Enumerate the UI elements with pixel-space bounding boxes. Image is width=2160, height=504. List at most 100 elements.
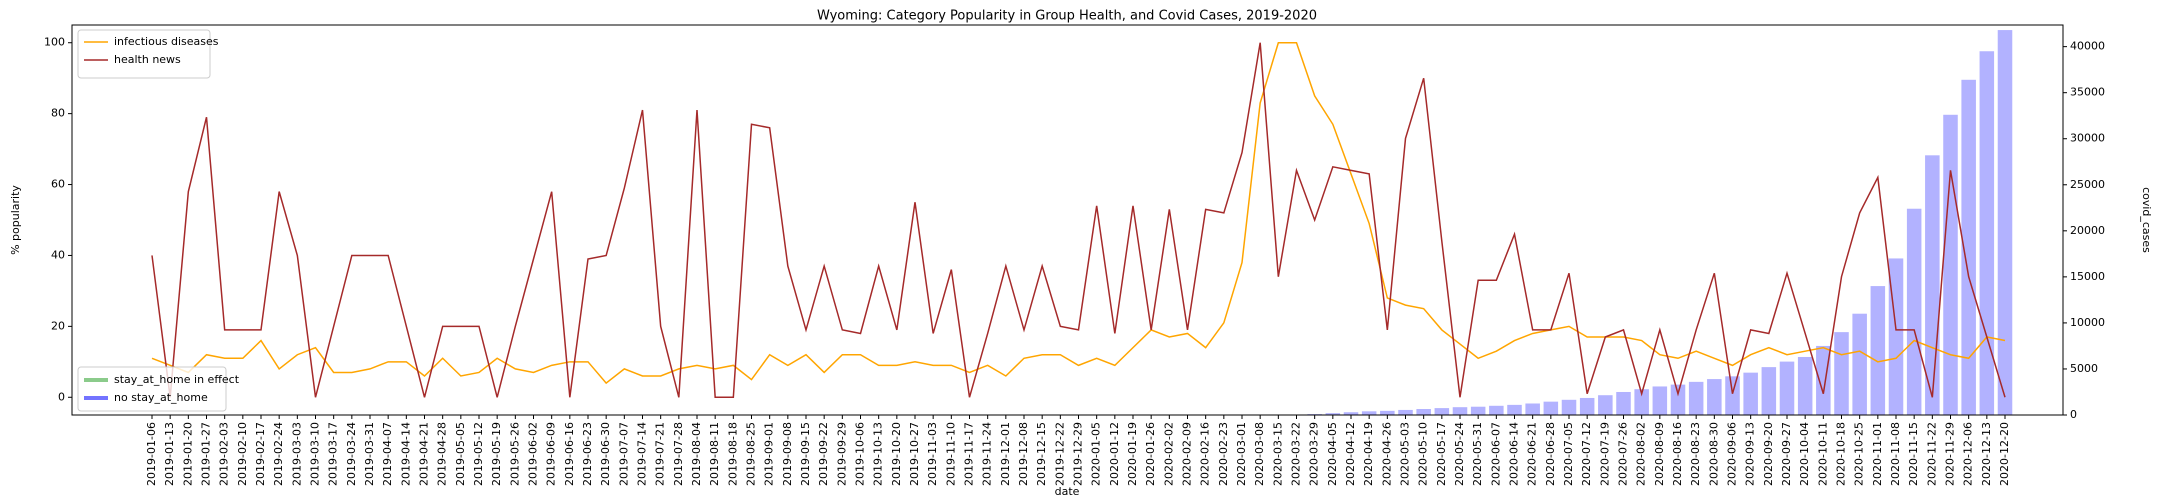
x-tick-label: 2019-05-19: [490, 422, 503, 486]
bar: [1634, 389, 1649, 415]
line: [151, 41, 2006, 385]
x-tick-label: 2020-06-14: [1508, 422, 1521, 486]
x-tick-label: 2020-01-12: [1108, 422, 1121, 486]
x-tick-label: 2019-04-14: [399, 422, 412, 486]
x-tick-label: 2019-11-10: [944, 422, 957, 486]
chart-title: Wyoming: Category Popularity in Group He…: [817, 9, 1317, 24]
x-tick-label: 2019-04-21: [418, 422, 431, 486]
x-tick-label: 2019-01-06: [145, 422, 158, 486]
x-tick-label: 2019-06-23: [581, 422, 594, 486]
bar: [1543, 401, 1559, 415]
bar: [1489, 405, 1504, 415]
bar: [1870, 286, 1886, 415]
x-tick-label: 2019-11-03: [926, 422, 939, 486]
bar: [1997, 30, 2013, 415]
bar: [1743, 372, 1758, 415]
plot-frame: [71, 24, 2064, 416]
x-tick-label: 2019-08-11: [708, 422, 721, 486]
x-tick-label: 2019-11-24: [981, 422, 994, 486]
y-axis-label: % popularity: [9, 185, 22, 255]
x-tick-label: 2019-09-01: [763, 422, 776, 486]
x-tick-label: 2019-07-21: [654, 422, 667, 486]
x-tick-label: 2020-02-23: [1217, 422, 1230, 486]
x-tick-label: 2020-11-08: [1889, 422, 1902, 486]
bar: [1416, 409, 1431, 415]
x-tick-label: 2020-11-15: [1907, 422, 1920, 486]
line: [151, 42, 2006, 399]
x-tick-label: 2020-08-23: [1689, 422, 1702, 486]
x-tick-label: 2019-06-16: [563, 422, 576, 486]
x-tick-label: 2019-06-02: [527, 422, 540, 486]
legend-label: no stay_at_home: [114, 391, 208, 404]
x-tick-label: 2019-07-28: [672, 422, 685, 486]
x-tick-label: 2019-08-04: [690, 422, 703, 486]
y2-tick-label: 5000: [2070, 362, 2098, 375]
x-tick-label: 2020-01-26: [1144, 422, 1157, 486]
x-tick-label: 2020-05-17: [1435, 422, 1448, 486]
x-tick-label: 2019-01-20: [181, 422, 194, 486]
x-tick-label: 2020-05-10: [1417, 422, 1430, 486]
x-tick-label: 2020-02-16: [1199, 422, 1212, 486]
bar: [1616, 391, 1631, 415]
bar: [1398, 409, 1413, 415]
x-tick-label: 2019-03-31: [363, 422, 376, 486]
bar: [1797, 356, 1813, 415]
x-tick-label: 2019-12-29: [1072, 422, 1085, 486]
bar: [1761, 367, 1777, 415]
x-tick-label: 2019-02-17: [254, 422, 267, 486]
x-tick-label: 2020-10-18: [1835, 422, 1848, 486]
x-tick-label: 2019-01-13: [163, 422, 176, 486]
x-tick-label: 2019-02-24: [272, 422, 285, 486]
x-tick-label: 2019-03-10: [309, 422, 322, 486]
y2-axis-label: covid_cases: [2140, 187, 2153, 253]
y2-tick-label: 10000: [2070, 316, 2105, 329]
x-tick-label: 2020-08-09: [1653, 422, 1666, 486]
x-tick-label: 2020-04-05: [1326, 422, 1339, 486]
legend-label: stay_at_home in effect: [114, 373, 240, 386]
x-tick-label: 2019-12-08: [1017, 422, 1030, 486]
x-tick-label: 2020-11-01: [1871, 422, 1884, 486]
x-tick-label: 2019-03-17: [327, 422, 340, 486]
bar: [1598, 395, 1613, 415]
legend-box: [77, 366, 227, 412]
x-tick-label: 2019-10-27: [908, 422, 921, 486]
bar: [1361, 411, 1377, 415]
bar: [1816, 345, 1831, 415]
x-tick-label: 2019-02-03: [218, 422, 231, 486]
y2-tick-label: 15000: [2070, 270, 2105, 283]
x-tick-label: 2019-12-01: [999, 422, 1012, 486]
x-tick-label: 2020-10-25: [1853, 422, 1866, 486]
x-tick-label: 2020-06-21: [1526, 422, 1539, 486]
x-tick-label: 2020-02-09: [1181, 422, 1194, 486]
x-tick-label: 2020-01-19: [1126, 422, 1139, 486]
x-tick-label: 2020-11-29: [1944, 422, 1957, 486]
bar: [1779, 361, 1795, 415]
bar: [1470, 406, 1486, 415]
x-tick-label: 2019-07-07: [617, 422, 630, 486]
x-tick-label: 2020-04-19: [1362, 422, 1375, 486]
x-tick-label: 2020-03-01: [1235, 422, 1248, 486]
y-tick-label: 40: [51, 248, 65, 261]
y-tick-label: 0: [58, 390, 65, 403]
x-tick-label: 2020-03-22: [1290, 422, 1303, 486]
x-tick-label: 2019-02-10: [236, 422, 249, 486]
x-tick-label: 2019-09-15: [799, 422, 812, 486]
bar: [1834, 332, 1849, 415]
x-tick-label: 2020-03-08: [1253, 422, 1266, 486]
x-tick-label: 2019-08-25: [745, 422, 758, 486]
x-tick-label: 2019-05-26: [508, 422, 521, 486]
x-tick-label: 2020-02-02: [1162, 422, 1175, 486]
x-tick-label: 2019-10-06: [854, 422, 867, 486]
x-tick-label: 2019-09-29: [835, 422, 848, 486]
x-tick-label: 2020-05-03: [1399, 422, 1412, 486]
bar: [1452, 407, 1468, 415]
x-tick-label: 2020-07-12: [1580, 422, 1593, 486]
bar: [1852, 313, 1867, 415]
x-tick-label: 2019-08-18: [726, 422, 739, 486]
x-tick-label: 2020-04-12: [1344, 422, 1357, 486]
x-tick-label: 2019-04-28: [436, 422, 449, 486]
x-tick-label: 2019-03-03: [290, 422, 303, 486]
y2-tick-label: 0: [2070, 408, 2077, 421]
x-tick-label: 2020-07-05: [1562, 422, 1575, 486]
